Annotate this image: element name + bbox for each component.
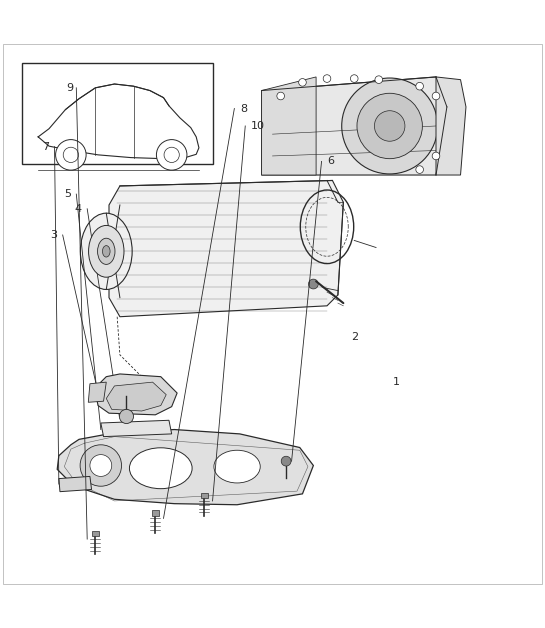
- Polygon shape: [106, 382, 166, 411]
- Circle shape: [357, 94, 422, 159]
- Circle shape: [432, 152, 440, 160]
- Circle shape: [374, 111, 405, 141]
- Circle shape: [277, 92, 284, 100]
- Polygon shape: [436, 77, 466, 175]
- Polygon shape: [262, 77, 316, 175]
- Bar: [201, 493, 208, 498]
- Text: 1: 1: [392, 377, 399, 387]
- Ellipse shape: [81, 213, 132, 290]
- Circle shape: [119, 409, 134, 423]
- Text: 8: 8: [240, 104, 247, 114]
- Circle shape: [432, 92, 440, 100]
- Text: 6: 6: [327, 156, 334, 166]
- Circle shape: [350, 75, 358, 82]
- Text: alldatasheet: alldatasheet: [151, 242, 263, 261]
- Bar: [22, 63, 213, 164]
- Ellipse shape: [214, 450, 261, 483]
- Circle shape: [323, 75, 331, 82]
- Text: 10: 10: [251, 121, 265, 131]
- Circle shape: [281, 457, 291, 466]
- Circle shape: [56, 139, 86, 170]
- Text: 3: 3: [50, 230, 57, 240]
- Polygon shape: [101, 420, 172, 436]
- Circle shape: [416, 166, 423, 173]
- Polygon shape: [57, 430, 313, 505]
- Text: 9: 9: [66, 83, 74, 93]
- Circle shape: [90, 455, 112, 477]
- Polygon shape: [88, 382, 106, 403]
- Circle shape: [416, 82, 423, 90]
- Polygon shape: [262, 77, 447, 175]
- Bar: [152, 510, 159, 516]
- Text: 2: 2: [352, 332, 359, 342]
- Text: 5: 5: [64, 189, 71, 199]
- Circle shape: [342, 78, 438, 174]
- Ellipse shape: [130, 448, 192, 489]
- Ellipse shape: [98, 238, 115, 264]
- Ellipse shape: [102, 246, 110, 257]
- Circle shape: [156, 139, 187, 170]
- Polygon shape: [109, 180, 343, 317]
- Circle shape: [375, 76, 383, 84]
- Circle shape: [80, 445, 122, 486]
- Text: 7: 7: [42, 142, 49, 152]
- Circle shape: [308, 279, 318, 289]
- Polygon shape: [95, 374, 177, 415]
- Polygon shape: [59, 477, 92, 492]
- Bar: [92, 531, 99, 536]
- Text: car-part: car-part: [180, 261, 234, 274]
- Text: 4: 4: [75, 204, 82, 214]
- Circle shape: [299, 78, 306, 86]
- Ellipse shape: [88, 225, 124, 277]
